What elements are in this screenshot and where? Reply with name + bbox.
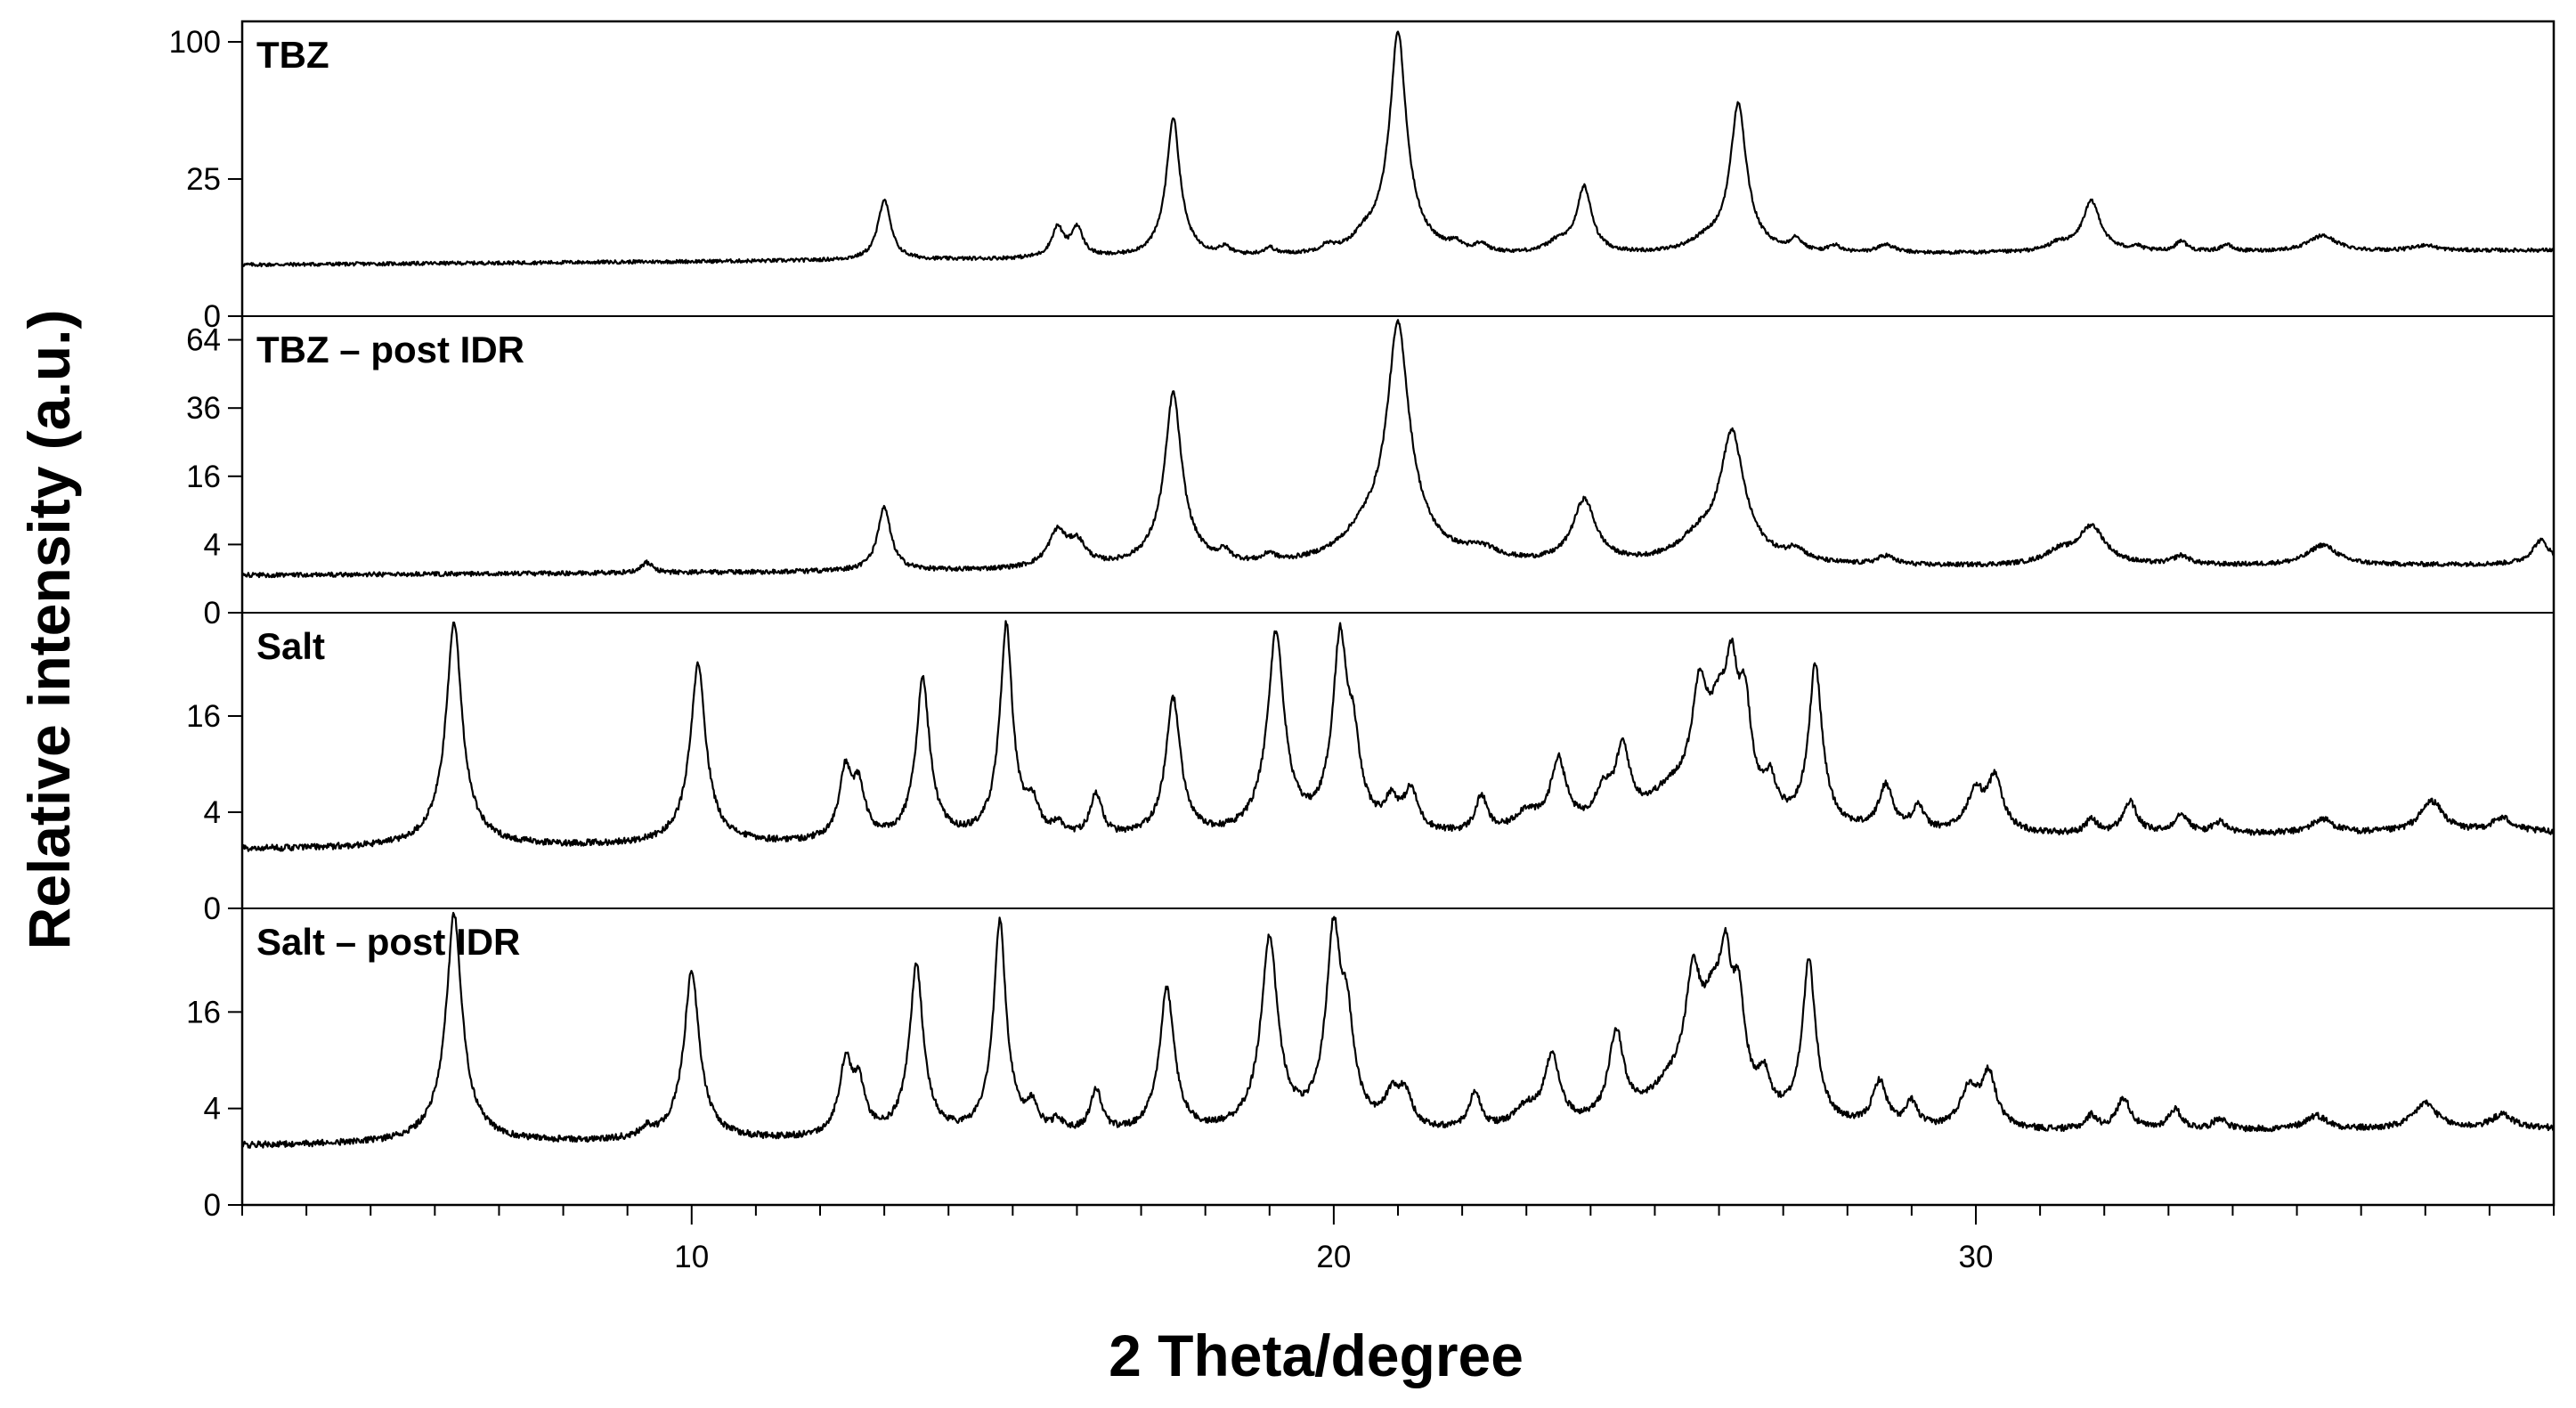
panel-3: 0 4 16 Salt: [186, 620, 2556, 926]
y-tick-label: 16: [186, 699, 221, 734]
y-tick-label: 4: [204, 795, 221, 830]
panel-label: TBZ: [256, 34, 329, 76]
panel-1: 0 25 100 TBZ: [169, 25, 2555, 334]
y-tick-label: 64: [186, 323, 221, 358]
x-axis: 10 20 30: [241, 1205, 2555, 1274]
x-tick-label: 10: [674, 1240, 709, 1274]
y-tick-label: 4: [204, 1092, 221, 1127]
diffraction-trace: [241, 319, 2555, 579]
panel-label: Salt – post IDR: [256, 921, 520, 963]
x-tick-label: 20: [1316, 1240, 1351, 1274]
x-tick-label: 30: [1959, 1240, 1994, 1274]
panel-4: 0 4 16 Salt – post IDR: [186, 911, 2556, 1223]
y-tick-label: 0: [204, 1188, 221, 1223]
panel-2: 0 4 16 36 64 TBZ – post IDR: [186, 319, 2555, 631]
y-tick-label: 16: [186, 460, 221, 494]
y-tick-label: 36: [186, 391, 221, 426]
y-tick-label: 0: [204, 891, 221, 926]
y-tick-label: 16: [186, 995, 221, 1030]
panel-label: TBZ – post IDR: [256, 329, 524, 370]
y-tick-label: 4: [204, 527, 221, 562]
y-axis-title: Relative intensity (a.u.): [16, 310, 82, 950]
diffraction-trace: [240, 911, 2556, 1149]
y-tick-label: 0: [204, 596, 221, 631]
x-axis-title: 2 Theta/degree: [1109, 1323, 1524, 1388]
y-tick-label: 100: [169, 25, 221, 60]
diffraction-trace: [240, 620, 2556, 852]
panel-label: Salt: [256, 625, 325, 667]
y-tick-label: 25: [186, 162, 221, 197]
y-tick-label: 0: [204, 299, 221, 334]
diffraction-trace: [241, 30, 2555, 268]
